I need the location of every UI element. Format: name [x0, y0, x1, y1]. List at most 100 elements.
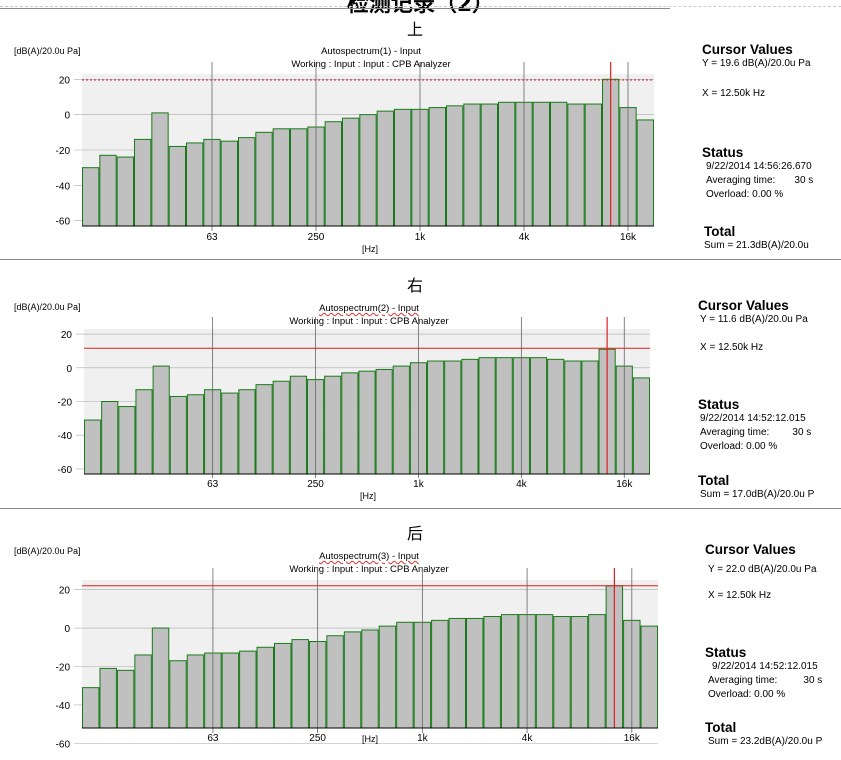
panel-2-y-axis-label: [dB(A)/20.0u Pa] [14, 302, 81, 312]
bar [256, 646, 274, 729]
bar [239, 650, 257, 729]
x-tick-label: 1k [413, 479, 425, 490]
panel-3-averaging-value: 30 s [803, 675, 823, 686]
bar [553, 616, 571, 729]
panel-1-status-timestamp: 9/22/2014 14:56:26.670 [706, 161, 812, 172]
bar [99, 667, 117, 729]
y-tick-label: -60 [56, 217, 71, 228]
panel-2-chart-subtitle: Working : Input : Input : CPB Analyzer [289, 316, 449, 327]
panel-2-total-heading: Total [698, 473, 730, 488]
bar [361, 629, 379, 729]
x-tick-label: 4k [519, 232, 531, 243]
y-tick-label: -40 [56, 181, 71, 192]
y-tick-label: -20 [56, 146, 71, 157]
bar [291, 639, 309, 729]
panel-3-position-label: 后 [406, 524, 423, 543]
panel-2-chart-title-block: Autospectrum(2) - Input Working : Input … [159, 302, 579, 328]
y-tick-label: -40 [58, 431, 73, 442]
bar [588, 614, 606, 729]
panel-2-overload: Overload: 0.00 % [700, 441, 778, 452]
panel-2-chart-title: Autospectrum(2) - Input [159, 302, 579, 315]
panel-1-y-axis-label: [dB(A)/20.0u Pa] [14, 46, 81, 56]
panel-3-chart-title: Autospectrum(3) - Input [159, 550, 579, 563]
panel-1-position-label: 上 [406, 20, 423, 39]
x-tick-label: 1k [415, 232, 427, 243]
bar [116, 669, 135, 729]
panel-1-status-heading: Status [702, 145, 744, 160]
y-tick-label: 20 [59, 586, 71, 597]
bar [570, 616, 589, 729]
panel-3-chart-title-block: Autospectrum(3) - Input Working : Input … [159, 550, 579, 576]
panel-1-status: Status 9/22/2014 14:56:26.670 Averaging … [702, 146, 813, 202]
panel-3-y-axis-label: [dB(A)/20.0u Pa] [14, 546, 81, 556]
panel-2-status: Status 9/22/2014 14:52:12.015 Averaging … [698, 398, 811, 454]
panel-3-x-axis-unit: [Hz] [362, 734, 379, 744]
x-tick-label: 63 [206, 232, 218, 243]
bar [483, 616, 501, 729]
divider [0, 8, 670, 9]
panel-3-status-timestamp: 9/22/2014 14:52:12.015 [712, 661, 818, 672]
panel-3-status-heading: Status [705, 645, 747, 660]
panel-2-total: Total Sum = 17.0dB(A)/20.0u P [698, 474, 814, 502]
panel-2-chart-title-text: Autospectrum(2) - Input [319, 303, 419, 314]
panel-3-cursor-heading: Cursor Values [705, 542, 796, 557]
panel-1-chart-title-block: Autospectrum(1) - Input Working : Input … [161, 45, 581, 71]
y-tick-label: 20 [59, 75, 71, 86]
x-tick-label: 4k [516, 479, 528, 490]
bar [134, 654, 152, 729]
bar [169, 660, 187, 729]
y-tick-label: -60 [56, 739, 71, 750]
x-tick-label: 16k [616, 479, 633, 490]
panel-3-cursor-y: Y = 22.0 dB(A)/20.0u Pa [708, 564, 817, 575]
panel-3-cursor-x: X = 12.50k Hz [708, 590, 772, 601]
bar [151, 627, 170, 729]
x-tick-label: 250 [308, 232, 325, 243]
panel-2-averaging-label: Averaging time: [700, 427, 770, 438]
panel-1-total: Total Sum = 21.3dB(A)/20.0u [704, 225, 809, 253]
y-tick-label: 0 [66, 364, 72, 375]
bar [378, 625, 397, 729]
divider [0, 508, 841, 509]
panel-2-total-sum: Sum = 17.0dB(A)/20.0u P [700, 489, 815, 500]
panel-2-cursor-heading: Cursor Values [698, 298, 789, 313]
panel-3-total-heading: Total [705, 720, 737, 735]
bar [431, 619, 449, 729]
panel-3-cursor-values: Cursor Values Y = 22.0 dB(A)/20.0u Pa X … [705, 543, 817, 603]
y-tick-label: -40 [56, 701, 71, 712]
y-tick-label: 0 [64, 111, 70, 122]
panel-1-cursor-y: Y = 19.6 dB(A)/20.0u Pa [702, 58, 811, 69]
panel-1-chart-subtitle: Working : Input : Input : CPB Analyzer [291, 59, 451, 70]
panel-1-total-heading: Total [704, 224, 736, 239]
bar [500, 614, 519, 729]
panel-2-status-heading: Status [698, 397, 740, 412]
panel-1-cursor-values: Cursor Values Y = 19.6 dB(A)/20.0u Pa X … [702, 43, 811, 101]
panel-2-averaging-value: 30 s [792, 427, 812, 438]
panel-1-overload: Overload: 0.00 % [706, 189, 784, 200]
panel-2-cursor-x: X = 12.50k Hz [700, 342, 764, 353]
bar [82, 687, 100, 729]
y-tick-label: 20 [61, 330, 73, 341]
x-tick-label: 63 [207, 733, 219, 744]
x-tick-label: 4k [522, 733, 534, 744]
panel-1-averaging-value: 30 s [794, 175, 814, 186]
bar [466, 617, 484, 729]
panel-2-status-timestamp: 9/22/2014 14:52:12.015 [700, 413, 806, 424]
x-tick-label: 63 [207, 479, 219, 490]
panel-2-x-axis-unit: [Hz] [360, 491, 377, 501]
panel-1-x-axis-unit: [Hz] [362, 244, 379, 254]
panel-3-total: Total Sum = 23.2dB(A)/20.0u P [705, 721, 822, 749]
panel-3-status: Status 9/22/2014 14:52:12.015 Averaging … [705, 646, 822, 702]
y-tick-label: 0 [64, 624, 70, 635]
y-tick-label: -20 [58, 398, 73, 409]
bar [640, 625, 659, 729]
panel-3-chart-subtitle: Working : Input : Input : CPB Analyzer [289, 564, 449, 575]
x-tick-label: 16k [620, 232, 637, 243]
panel-2-cursor-y: Y = 11.6 dB(A)/20.0u Pa [700, 314, 808, 325]
bar [535, 614, 554, 729]
bar [221, 652, 240, 729]
x-tick-label: 250 [307, 479, 324, 490]
bar [396, 621, 414, 729]
